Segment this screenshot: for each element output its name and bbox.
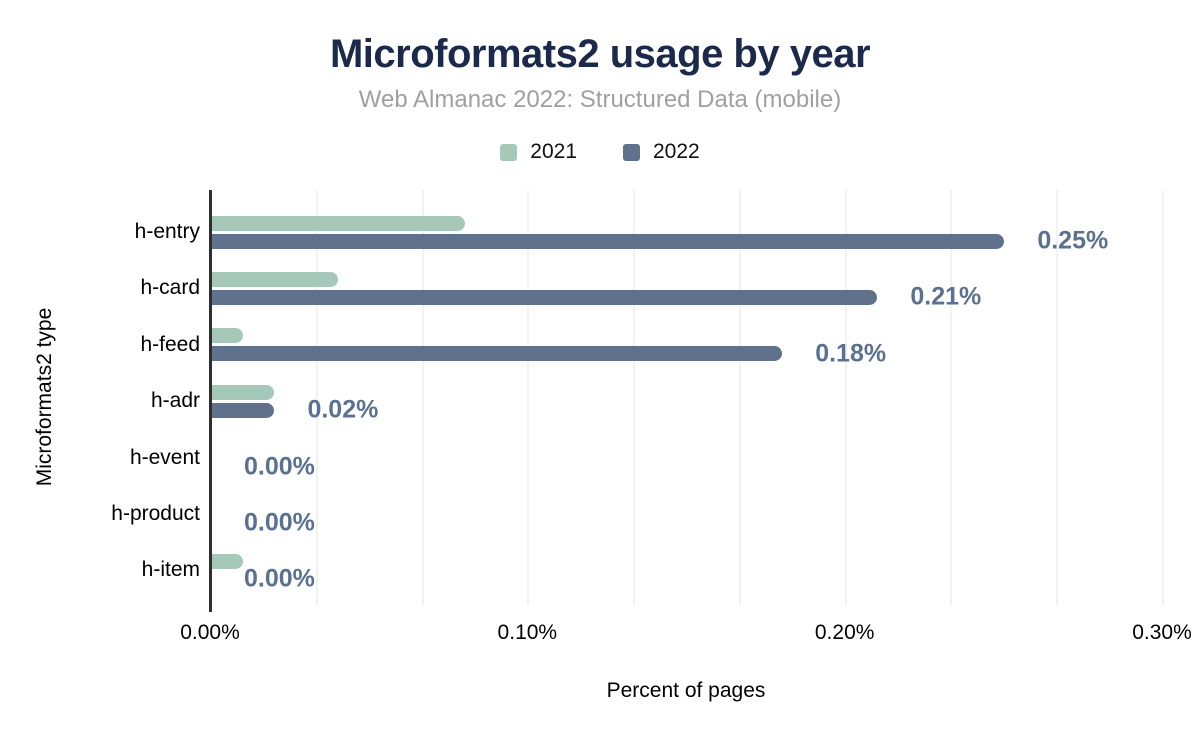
- gridline: [738, 190, 741, 605]
- gridline: [844, 190, 847, 605]
- data-label-h-entry: 0.25%: [1037, 226, 1109, 255]
- bar-2022-h-adr: [211, 402, 275, 418]
- legend-item-2021: 2021: [500, 140, 577, 164]
- bar-2021-h-feed: [211, 328, 243, 344]
- gridline: [421, 190, 424, 605]
- x-axis-title: Percent of pages: [606, 679, 766, 702]
- data-label-h-card: 0.21%: [910, 282, 982, 311]
- y-axis-line: [209, 190, 212, 612]
- gridline: [315, 190, 318, 605]
- gridline: [1056, 190, 1059, 605]
- data-label-h-feed: 0.18%: [815, 339, 887, 368]
- bar-2021-h-item: [211, 553, 243, 569]
- gridline: [527, 190, 530, 605]
- bar-2022-h-feed: [211, 346, 783, 362]
- legend-swatch-2021-icon: [500, 143, 518, 161]
- gridline: [1161, 190, 1164, 605]
- legend-swatch-2022-icon: [623, 143, 640, 161]
- x-tick-label: 0.10%: [497, 621, 558, 644]
- chart-title: Microformats2 usage by year: [329, 32, 871, 76]
- x-tick-label: 0.00%: [180, 621, 240, 644]
- gridline: [633, 190, 636, 605]
- category-label-h-event: h-event: [129, 445, 200, 469]
- legend-label-2021: 2021: [530, 140, 577, 163]
- x-tick-label: 0.20%: [814, 621, 875, 644]
- bar-2022-h-card: [211, 289, 878, 305]
- bar-2021-h-entry: [211, 215, 465, 231]
- data-label-h-adr: 0.02%: [307, 395, 379, 424]
- category-label-h-item: h-item: [141, 558, 200, 582]
- legend-item-2022: 2022: [623, 140, 700, 164]
- data-label-h-product: 0.00%: [244, 508, 315, 537]
- plot-area: [211, 190, 1168, 605]
- legend: 2021 2022: [0, 140, 1200, 164]
- category-label-h-feed: h-feed: [140, 332, 200, 356]
- chart-subtitle: Web Almanac 2022: Structured Data (mobil…: [358, 86, 842, 113]
- bar-2021-h-card: [211, 271, 338, 287]
- gridline: [950, 190, 953, 605]
- bar-2022-h-entry: [211, 233, 1005, 249]
- data-label-h-item: 0.00%: [244, 564, 315, 593]
- category-label-h-card: h-card: [140, 276, 200, 300]
- data-label-h-event: 0.00%: [244, 452, 315, 481]
- bar-2021-h-adr: [211, 384, 275, 400]
- legend-label-2022: 2022: [653, 140, 700, 163]
- x-tick-label: 0.30%: [1132, 621, 1192, 644]
- category-label-h-product: h-product: [111, 502, 200, 525]
- category-label-h-entry: h-entry: [134, 220, 200, 243]
- category-label-h-adr: h-adr: [150, 389, 200, 413]
